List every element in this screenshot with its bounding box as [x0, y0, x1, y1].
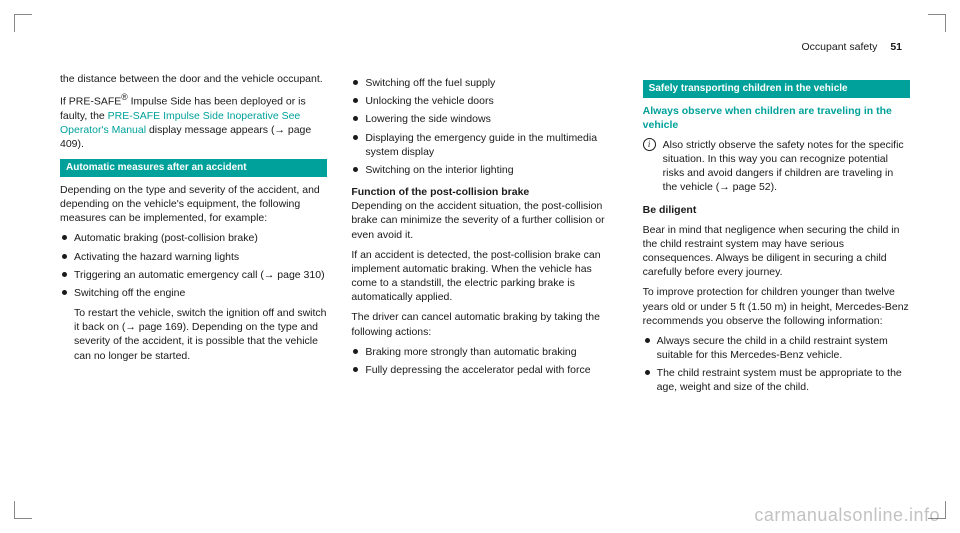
page-number: 51 [890, 41, 902, 53]
section-bar-children: Safely transporting children in the vehi… [643, 80, 910, 98]
paragraph: The driver can cancel automatic braking … [351, 310, 618, 338]
paragraph: Depending on the type and severity of th… [60, 183, 327, 226]
paragraph: the distance between the door and the ve… [60, 72, 327, 86]
list-item: The child restraint system must be appro… [643, 366, 910, 394]
list-item: Switching on the interior lighting [351, 163, 618, 177]
list-item: Unlocking the vehicle doors [351, 94, 618, 108]
list-item: Displaying the emergency guide in the mu… [351, 131, 618, 159]
list-item: Fully depressing the accelerator pedal w… [351, 363, 618, 377]
column-2: Switching off the fuel supply Unlocking … [351, 72, 618, 403]
bullet-list: Braking more strongly than automatic bra… [351, 345, 618, 377]
list-item: Automatic braking (post-collision brake) [60, 231, 327, 245]
paragraph: Function of the post-collision brakeDepe… [351, 185, 618, 242]
crop-mark-tl [14, 14, 42, 42]
paragraph: If an accident is detected, the post-col… [351, 248, 618, 305]
list-item: Triggering an automatic emergency call (… [60, 268, 327, 282]
info-icon: i [643, 138, 656, 151]
watermark: carmanualsonline.info [754, 503, 940, 527]
list-item: Switching off the fuel supply [351, 76, 618, 90]
info-note: i Also strictly observe the safety notes… [643, 138, 910, 195]
section-title: Occupant safety [802, 41, 878, 53]
bullet-list: Always secure the child in a child restr… [643, 334, 910, 395]
section-bar-automatic-measures: Automatic measures after an accident [60, 159, 327, 177]
column-1: the distance between the door and the ve… [60, 72, 327, 403]
list-item: Activating the hazard warning lights [60, 250, 327, 264]
crop-mark-tr [918, 14, 946, 42]
list-item: Braking more strongly than automatic bra… [351, 345, 618, 359]
inline-heading: Be diligent [643, 203, 910, 217]
bullet-list: Switching off the fuel supply Unlocking … [351, 76, 618, 177]
page-header: Occupant safety 51 [802, 40, 902, 54]
paragraph: If PRE‑SAFE® Impulse Side has been deplo… [60, 92, 327, 151]
paragraph: To improve protection for children young… [643, 285, 910, 328]
list-item: Switching off the engine To restart the … [60, 286, 327, 363]
crop-mark-bl [14, 491, 42, 519]
list-item: Always secure the child in a child restr… [643, 334, 910, 362]
paragraph: Bear in mind that negligence when securi… [643, 223, 910, 280]
bullet-list: Automatic braking (post-collision brake)… [60, 231, 327, 362]
inline-heading: Function of the post-collision brake [351, 186, 529, 198]
subheading: Always observe when children are traveli… [643, 104, 910, 132]
column-3: Safely transporting children in the vehi… [643, 72, 910, 403]
list-item-subtext: To restart the vehicle, switch the ignit… [74, 306, 327, 363]
info-text: Also strictly observe the safety notes f… [663, 139, 904, 194]
list-item: Lowering the side windows [351, 112, 618, 126]
